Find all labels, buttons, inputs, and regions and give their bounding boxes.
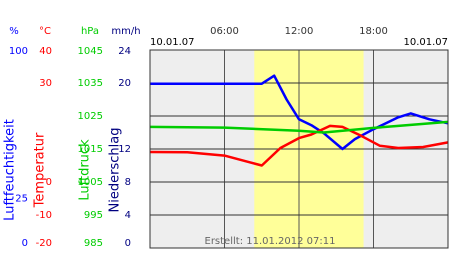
- plot-frame: [149, 49, 449, 249]
- series-line: [149, 124, 449, 167]
- axis-label: Temperatur: [33, 132, 48, 208]
- x-tick-label: 18:00: [359, 26, 388, 37]
- y-tick-label: -20: [36, 238, 52, 249]
- y-tick-label: 20: [118, 78, 131, 89]
- y-tick-label: 985: [84, 238, 103, 249]
- y-tick-label: 4: [125, 210, 131, 221]
- x-tick-label: 06:00: [210, 26, 239, 37]
- y-tick-label: 30: [39, 78, 52, 89]
- axis-unit: mm/h: [111, 26, 140, 37]
- y-tick-label: 100: [9, 46, 28, 57]
- axis-label: Niederschlag: [108, 128, 123, 213]
- y-tick-label: 8: [125, 177, 131, 188]
- date-right: 10.01.07: [403, 37, 448, 48]
- x-tick-label: 12:00: [285, 26, 314, 37]
- y-tick-label: 1015: [78, 144, 103, 155]
- axis-unit: °C: [39, 26, 51, 37]
- y-tick-label: 1025: [78, 111, 103, 122]
- axis-label: Luftdruck: [78, 139, 93, 201]
- y-tick-label: -10: [36, 210, 52, 221]
- date-left: 10.01.07: [150, 37, 195, 48]
- y-tick-label: 0: [46, 177, 52, 188]
- axis-unit: hPa: [81, 26, 99, 37]
- axis-unit: %: [9, 26, 19, 37]
- y-tick-label: 12: [118, 144, 131, 155]
- series-line: [149, 120, 449, 134]
- y-tick-label: 1005: [78, 177, 103, 188]
- y-tick-label: 1045: [78, 46, 103, 57]
- y-tick-label: 24: [118, 46, 131, 57]
- footer: Erstellt: 11.01.2012 07:11: [205, 236, 336, 247]
- series-line: [150, 74, 449, 151]
- y-tick-label: 0: [125, 238, 131, 249]
- y-tick-label: 40: [39, 46, 52, 57]
- y-tick-label: 25: [15, 194, 28, 205]
- y-tick-label: 995: [84, 210, 103, 221]
- axis-label: Luftfeuchtigkeit: [3, 119, 18, 221]
- y-tick-label: 0: [22, 238, 28, 249]
- y-tick-label: 1035: [78, 78, 103, 89]
